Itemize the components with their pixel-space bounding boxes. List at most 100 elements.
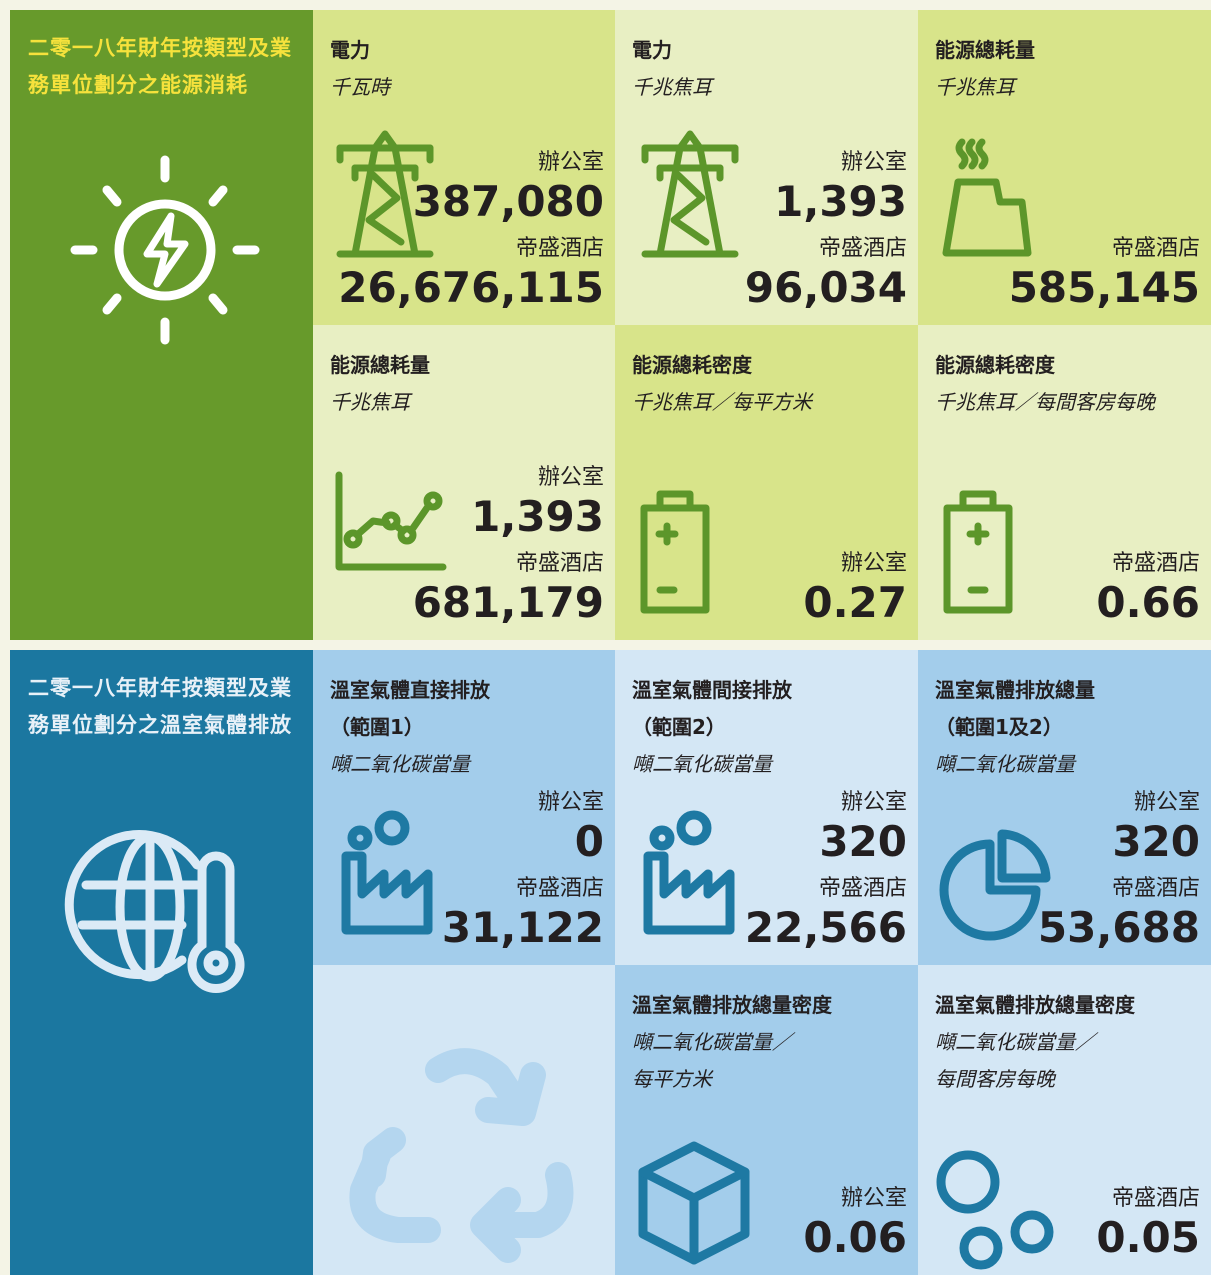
entry-label: 辦公室 [840,551,907,576]
entry-label: 辦公室 [537,465,604,490]
entry-label: 辦公室 [1133,790,1200,815]
ghg-panel: 二零一八年財年按類型及業務單位劃分之溫室氣體排放 [10,650,313,1275]
entry-label: 辦公室 [840,790,907,815]
recycle-icon [349,1048,574,1263]
entry-value: 26,676,115 [338,263,604,312]
heading: （範圍1及2） [935,715,1063,739]
unit: 千兆焦耳／每平方米 [632,390,812,414]
entry-value: 1,393 [774,177,907,226]
unit: 千兆焦耳 [935,75,1015,99]
unit: 每間客房每晚 [935,1067,1055,1091]
heading: 能源總耗量 [935,38,1035,62]
unit: 每平方米 [632,1067,712,1091]
entries: 帝盛酒店 585,145 [1009,233,1200,311]
entry-value: 1,393 [471,492,604,541]
entry-label: 帝盛酒店 [818,876,907,901]
unit: 噸二氧化碳當量 [330,752,470,776]
pie-icon [939,829,1051,941]
cube-icon [638,1141,750,1265]
entry-label: 帝盛酒店 [1111,876,1200,901]
entry-label: 帝盛酒店 [515,876,604,901]
heading: 能源總耗密度 [632,353,752,377]
entry-value: 0 [574,817,604,866]
cell: 電力千兆焦耳 辦公室 1,393 帝盛酒店 96,034 [615,10,918,325]
heading: 能源總耗密度 [935,353,1055,377]
cell: 溫室氣體排放總量密度 噸二氧化碳當量／ 每平方米 辦公室 0.06 [615,965,918,1275]
entry-value: 320 [1112,817,1200,866]
section-title: 二零一八年財年按類型及業務單位劃分之能源消耗 [28,36,292,97]
globe-icon [64,830,245,993]
cell: 能源總耗量千兆焦耳 帝盛酒店 585,145 [918,10,1211,325]
section-title: 二零一八年財年按類型及業務單位劃分之溫室氣體排放 [28,676,292,737]
heading: 溫室氣體排放總量 [935,678,1095,702]
factory-icon [643,810,735,935]
heading: 溫室氣體直接排放 [330,678,490,702]
bubbles-icon [936,1150,1054,1270]
unit: 噸二氧化碳當量／ [632,1030,792,1054]
heading: 能源總耗量 [330,353,430,377]
entry-label: 帝盛酒店 [515,236,604,261]
heading: 溫室氣體排放總量密度 [632,993,832,1017]
entry-label: 帝盛酒店 [1111,236,1200,261]
battery-icon [943,490,1013,614]
entry-value: 0.06 [803,1213,907,1262]
unit: 千兆焦耳／每間客房每晚 [935,390,1155,414]
energy-panel: 二零一八年財年按類型及業務單位劃分之能源消耗 [10,10,313,640]
entry-value: 96,034 [744,263,907,312]
entry-label: 帝盛酒店 [515,551,604,576]
entry-value: 31,122 [441,903,604,952]
entries: 辦公室 387,080 帝盛酒店 26,676,115 [338,147,604,311]
unit: 千兆焦耳 [330,390,410,414]
pylon-icon [641,130,739,258]
cell: 溫室氣體排放總量密度 噸二氧化碳當量／ 每間客房每晚 帝盛酒店 0.05 [918,965,1211,1275]
entry-value: 0.66 [1096,578,1200,627]
cell: 溫室氣體間接排放 （範圍2） 噸二氧化碳當量 辦公室 320 帝盛酒店 22,566 [615,650,918,965]
cell: 電力千瓦時 辦公室 387,080 帝盛酒店 26,676,115 [313,10,615,325]
entry-label: 辦公室 [840,150,907,175]
entries: 辦公室 320 帝盛酒店 53,688 [1038,787,1200,951]
entry-value: 53,688 [1037,903,1200,952]
heading: 電力 [632,38,672,62]
entry-label: 帝盛酒店 [818,236,907,261]
unit: 千瓦時 [330,75,390,99]
entries: 帝盛酒店 0.66 [1096,548,1200,626]
unit: 噸二氧化碳當量 [935,752,1075,776]
entry-label: 帝盛酒店 [1111,551,1200,576]
entries: 辦公室 0.06 [803,1183,907,1261]
unit: 噸二氧化碳當量 [632,752,772,776]
entry-value: 22,566 [744,903,907,952]
unit: 千兆焦耳 [632,75,712,99]
cell: 能源總耗量千兆焦耳 辦公室 1,393 帝盛酒店 681,179 [313,325,615,640]
battery-icon [640,490,710,614]
heading: 溫室氣體間接排放 [632,678,792,702]
entry-label: 辦公室 [537,790,604,815]
sun-icon [70,155,260,345]
heading: （範圍2） [632,715,726,739]
heading: 溫室氣體排放總量密度 [935,993,1135,1017]
entries: 辦公室 320 帝盛酒店 22,566 [745,787,907,951]
entry-label: 辦公室 [840,1186,907,1211]
entry-label: 帝盛酒店 [1111,1186,1200,1211]
cell: 能源總耗密度千兆焦耳／每間客房每晚 帝盛酒店 0.66 [918,325,1211,640]
cell: 能源總耗密度千兆焦耳／每平方米 辦公室 0.27 [615,325,918,640]
heading: 電力 [330,38,370,62]
cell [313,965,615,1275]
entry-value: 320 [819,817,907,866]
entry-value: 0.27 [803,578,907,627]
unit: 噸二氧化碳當量／ [935,1030,1095,1054]
entries: 辦公室 1,393 帝盛酒店 681,179 [413,462,604,626]
entries: 辦公室 0 帝盛酒店 31,122 [442,787,604,951]
entry-value: 387,080 [412,177,604,226]
entry-value: 681,179 [412,578,604,627]
entry-value: 0.05 [1096,1213,1200,1262]
cell: 溫室氣體排放總量 （範圍1及2） 噸二氧化碳當量 辦公室 320 帝盛酒店 53,688 [918,650,1211,965]
heading: （範圍1） [330,715,424,739]
entries: 辦公室 0.27 [803,548,907,626]
entries: 帝盛酒店 0.05 [1096,1183,1200,1261]
entries: 辦公室 1,393 帝盛酒店 96,034 [745,147,907,311]
pylon-icon [336,130,434,258]
entry-label: 辦公室 [537,150,604,175]
cell: 溫室氣體直接排放 （範圍1） 噸二氧化碳當量 辦公室 0 帝盛酒店 31,122 [313,650,615,965]
factory-icon [341,810,433,935]
